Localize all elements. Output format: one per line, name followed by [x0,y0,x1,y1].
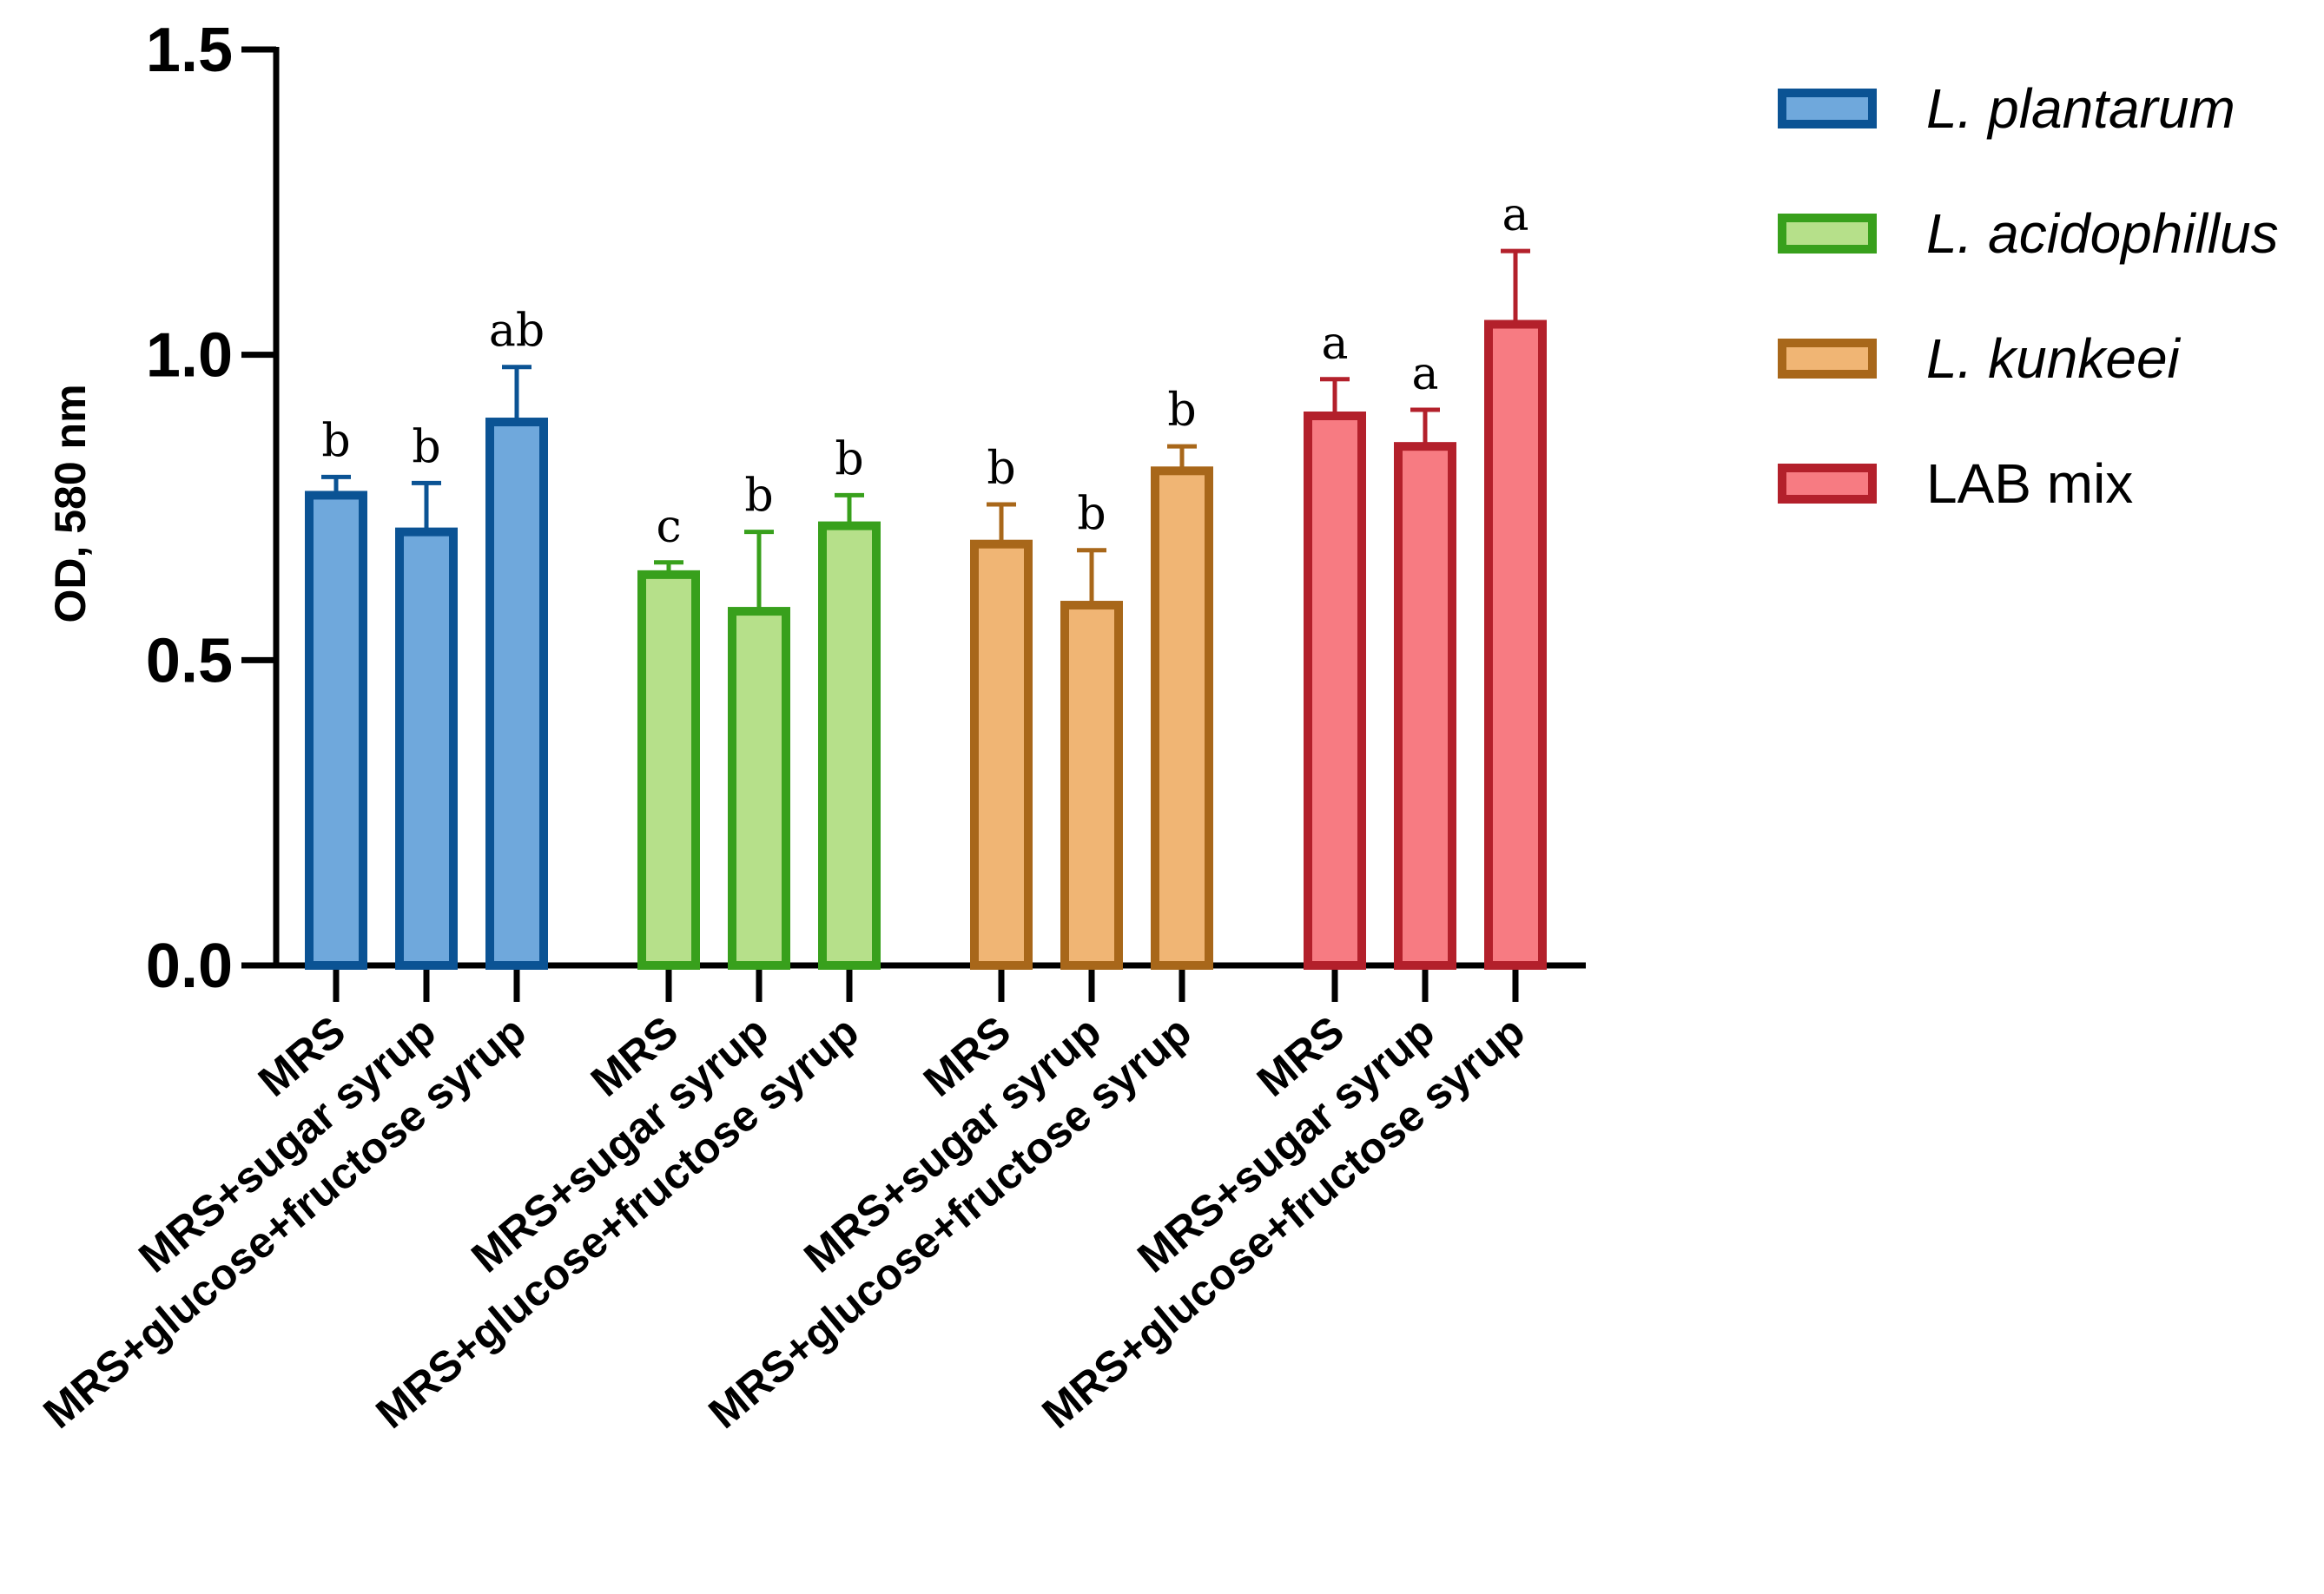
legend-label: L. acidophillus [1926,202,2279,265]
legend-swatch [1778,89,1877,128]
significance-label: b [321,415,350,467]
legend-swatch [1778,464,1877,504]
significance-label: c [656,501,681,553]
significance-label: b [1077,489,1106,541]
y-tick-label: 1.5 [146,16,233,85]
significance-label: b [412,421,440,473]
bar [1151,466,1213,970]
significance-label: b [1167,385,1196,437]
legend-swatch [1778,214,1877,254]
bar [1484,319,1547,970]
bar [970,539,1033,970]
y-tick-label: 0.5 [146,626,233,695]
bar [637,570,700,970]
significance-label: b [744,471,773,523]
legend: L. plantarum L. acidophillus L. kunkeei LAB… [1778,77,2279,515]
legend-swatch [1778,339,1877,379]
bar [1394,442,1456,970]
bar [1060,601,1123,970]
legend-label: L. kunkeei [1926,327,2182,390]
bar [728,607,790,970]
y-tick-label: 0.0 [146,932,233,1001]
bar [395,527,458,971]
bar [1304,412,1366,970]
significance-label: a [1502,189,1528,241]
significance-label: ab [489,306,545,358]
bars: b b ab c b b b b b a a a [305,189,1547,971]
significance-label: b [835,433,863,485]
bar [818,521,881,970]
bar [305,491,367,970]
significance-label: a [1411,348,1438,400]
y-axis-label: OD, 580 nm [46,384,95,622]
y-tick-label: 1.0 [146,321,233,391]
significance-label: b [987,443,1015,495]
bar [485,418,548,970]
legend-label: L. plantarum [1926,77,2235,140]
significance-label: a [1321,318,1348,370]
legend-label: LAB mix [1926,452,2133,515]
